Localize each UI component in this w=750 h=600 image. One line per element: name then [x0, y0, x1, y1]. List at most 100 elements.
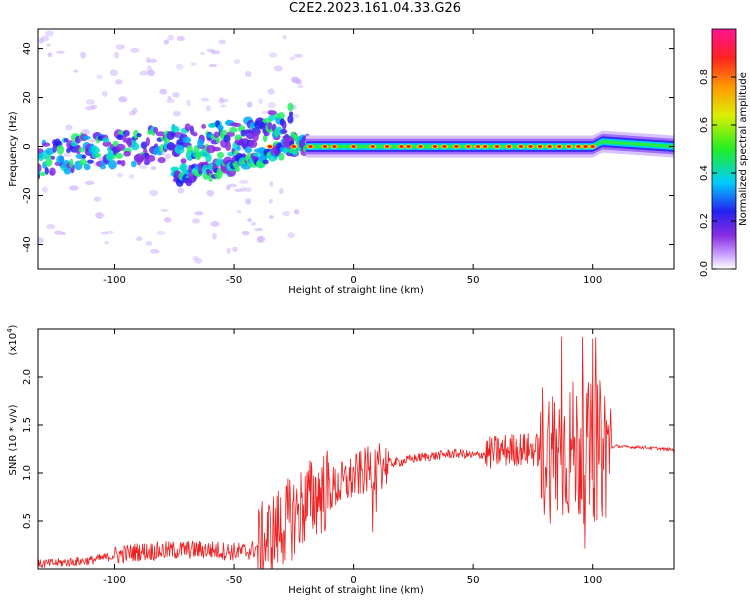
spectrogram-blob: [45, 158, 53, 167]
spectrogram-blob: [69, 158, 74, 168]
spectrogram-blob: [122, 129, 130, 137]
colorbar: 0.0 0.2 0.4 0.6 0.8 Normalized spectral ampl…: [699, 28, 749, 277]
spectrogram-speckle: [297, 84, 304, 89]
spectrogram-speckle: [246, 101, 253, 108]
spectrogram-speckle: [115, 44, 126, 50]
spectrogram-blob: [99, 164, 107, 170]
spectrogram-speckle: [131, 107, 138, 114]
spectrogram-speckle: [56, 50, 65, 54]
spectrogram-speckle: [156, 230, 166, 235]
colorbar-label: Normalized spectral amplitude: [738, 72, 749, 226]
spectrogram-blob: [157, 156, 166, 164]
spectrogram-speckle: [210, 221, 220, 227]
snr-multiplier-close: ): [8, 324, 19, 328]
spectrogram-speckle: [273, 65, 283, 72]
spectrogram-speckle: [292, 113, 300, 119]
spectrogram-speckle: [226, 247, 231, 254]
spectrogram-blob: [56, 144, 65, 155]
spectrogram-blob: [38, 168, 41, 176]
spectrogram-blob: [56, 155, 65, 165]
spectrogram-speckle: [88, 139, 98, 143]
spectrogram-speckle: [251, 221, 257, 227]
spectrogram-speckle: [84, 180, 95, 186]
spectrogram-x-tick-label: 50: [467, 275, 480, 286]
spectrogram-speckle: [177, 187, 185, 194]
spectrogram-x-label: Height of straight line (km): [288, 285, 424, 296]
spectrogram-speckle: [47, 52, 53, 58]
spectrogram-speckle: [147, 69, 155, 77]
spectrogram-speckle: [293, 209, 300, 215]
spectrogram-blob: [234, 134, 243, 141]
spectrogram-speckle: [167, 95, 172, 101]
spectrogram-blob: [288, 111, 294, 117]
spectrogram-speckle: [220, 104, 227, 108]
spectrogram-speckle: [172, 91, 180, 98]
snr-x-tick-label: 50: [467, 575, 480, 586]
spectrogram-blob: [223, 134, 231, 143]
spectrogram-blob: [102, 141, 112, 147]
spectrogram-blob: [267, 110, 277, 116]
spectrogram-y-ticks: -40 -20 0 20 40: [22, 42, 674, 253]
spectrogram-speckle: [147, 65, 152, 72]
spectrogram-speckle: [206, 105, 211, 112]
spectrogram-speckle: [244, 70, 252, 77]
spectrogram-blob: [95, 153, 101, 158]
spectrogram-blob: [244, 146, 253, 154]
colorbar-tick-label: 0.6: [699, 117, 710, 133]
carrier-peak: [482, 145, 488, 148]
spectrogram-speckle: [267, 101, 277, 109]
spectrogram-speckle: [291, 78, 301, 84]
spectrogram-speckle: [218, 39, 227, 45]
spectrogram-speckle: [244, 187, 252, 193]
spectrogram-speckle: [294, 53, 303, 58]
spectrogram-speckle: [63, 152, 72, 157]
spectrogram-speckle: [267, 88, 275, 95]
carrier-peak: [442, 145, 447, 148]
spectrogram-speckle: [148, 58, 158, 64]
svg-text:(x104): (x104): [6, 324, 19, 355]
spectrogram-blob: [201, 124, 207, 129]
spectrogram-blob: [213, 131, 220, 139]
spectrogram-speckle: [192, 255, 199, 261]
spectrogram-speckle: [115, 79, 123, 85]
spectrogram-speckle: [100, 231, 109, 235]
carrier-peak: [418, 145, 423, 148]
spectrogram-speckle: [240, 187, 247, 192]
snr-x-tick-label: -50: [226, 575, 242, 586]
carrier-peak: [557, 145, 562, 148]
snr-multiplier: (x104): [6, 324, 19, 355]
spectrogram-blob: [115, 152, 124, 159]
spectrogram-speckle: [41, 186, 48, 193]
snr-multiplier-exp: 4: [6, 328, 14, 333]
spectrogram-speckle: [128, 174, 135, 179]
spectrogram-blob: [145, 137, 151, 147]
carrier-peak: [267, 145, 273, 148]
carrier-peak: [518, 145, 524, 148]
spectrogram-blob: [280, 128, 288, 135]
spectrogram-blob: [277, 112, 285, 120]
spectrogram-x-tick-label: 0: [350, 275, 356, 286]
spectrogram-blob: [262, 159, 269, 165]
spectrogram-speckle: [234, 188, 243, 192]
carrier-peak: [466, 145, 471, 148]
spectrogram-speckle: [136, 236, 143, 242]
spectrogram-speckle: [236, 209, 242, 214]
spectrogram-blob: [292, 150, 298, 156]
spectrogram-y-tick-label: 0: [22, 143, 33, 149]
spectrogram-blob: [82, 135, 91, 140]
spectrogram-speckle: [175, 63, 184, 70]
spectrogram-blob: [123, 150, 131, 157]
spectrogram-blob: [205, 153, 212, 163]
spectrogram-speckle: [118, 96, 128, 103]
spectrogram-speckle: [233, 59, 241, 65]
spectrogram-blob: [50, 155, 55, 160]
spectrogram-x-tick-label: 100: [583, 275, 602, 286]
spectrogram-blob: [130, 142, 140, 151]
spectrogram-speckle: [232, 246, 238, 252]
spectrogram-speckle: [80, 51, 86, 59]
carrier-peak: [528, 145, 533, 148]
spectrogram-speckle: [145, 57, 151, 64]
spectrogram-blob: [83, 163, 91, 171]
spectrogram-blob: [182, 136, 192, 144]
snr-frame: [37, 328, 675, 570]
